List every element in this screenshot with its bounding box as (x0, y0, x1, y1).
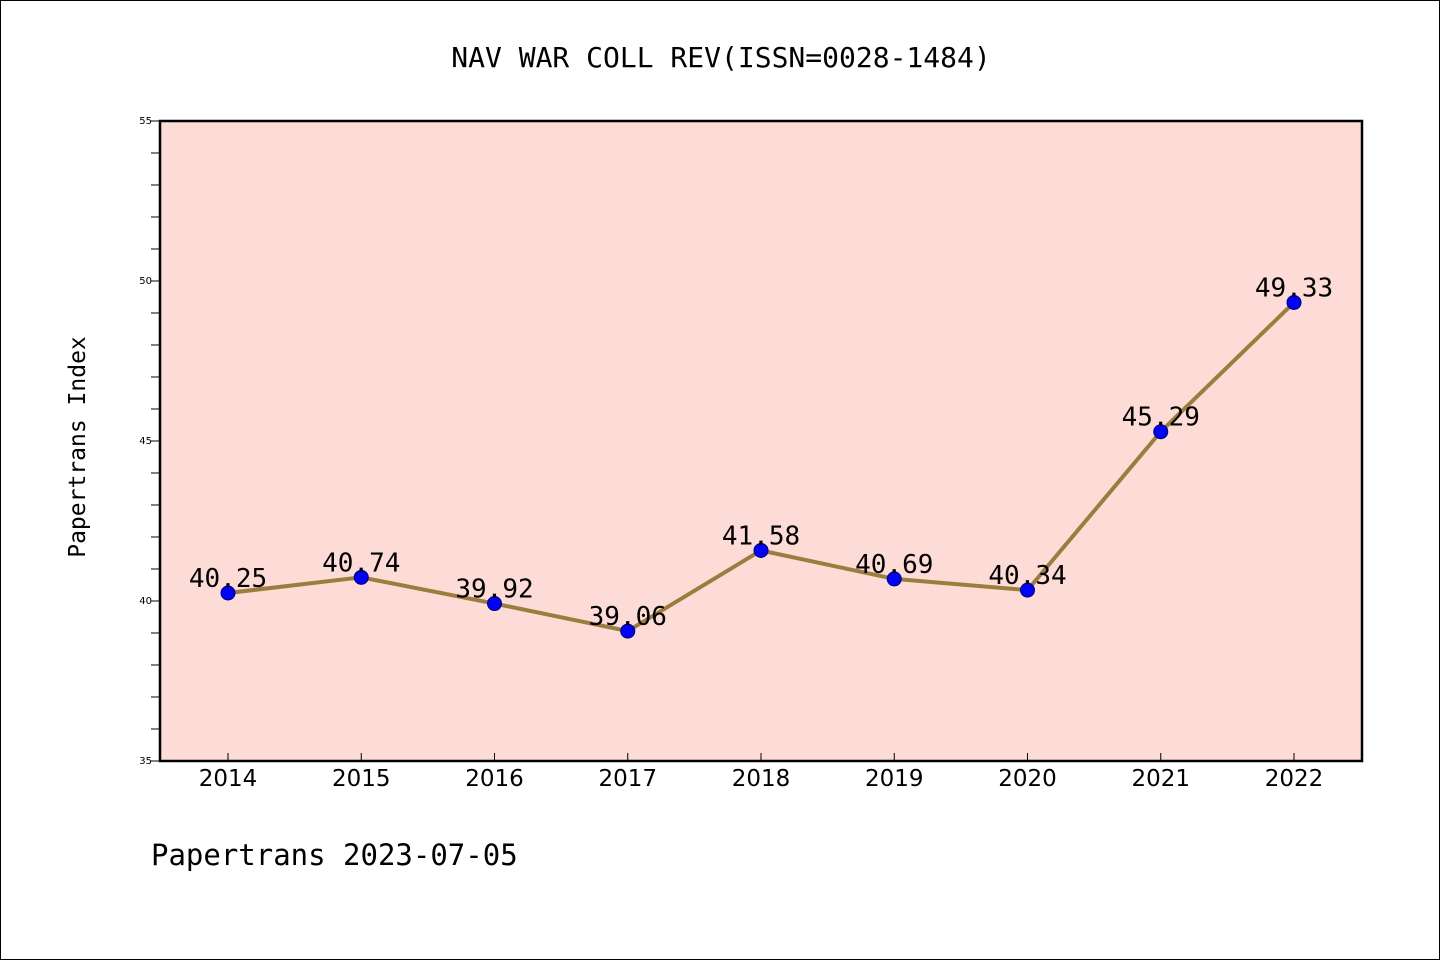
data-point (487, 596, 502, 612)
data-point (1286, 294, 1302, 310)
chart-title: NAV WAR COLL REV(ISSN=0028-1484) (451, 41, 990, 74)
x-axis: 2014 2015 2016 2017 2018 2019 2020 2021 2022 (199, 753, 1324, 792)
y-tick-label: 35 (139, 756, 152, 767)
data-label: 45.29 (1122, 403, 1200, 433)
y-tick-label: 45 (139, 436, 152, 447)
x-tick-label: 2014 (199, 766, 258, 792)
data-points (220, 294, 1302, 639)
data-label: 39.92 (455, 575, 533, 605)
plot-area (158, 119, 1364, 763)
x-tick-label: 2016 (465, 766, 524, 792)
data-label: 49.33 (1255, 273, 1333, 303)
x-tick-label: 2017 (598, 766, 657, 792)
y-tick-label: 50 (139, 276, 152, 287)
x-tick-label: 2022 (1265, 766, 1324, 792)
x-tick-label: 2021 (1131, 766, 1190, 792)
data-label: 41.58 (722, 521, 800, 551)
data-point (753, 542, 769, 558)
data-label: 40.34 (988, 561, 1066, 591)
x-tick-label: 2018 (732, 766, 791, 792)
data-label: 40.25 (189, 564, 267, 594)
data-point (1153, 424, 1169, 440)
data-label: 40.69 (855, 550, 933, 580)
footer-text: Papertrans 2023-07-05 (151, 838, 518, 872)
data-label: 40.74 (322, 548, 400, 578)
data-labels: 40.25 40.74 39.92 39.06 41.58 40.69 40.34 45.29… (189, 273, 1333, 632)
x-tick-label: 2020 (998, 766, 1057, 792)
x-tick-label: 2015 (332, 766, 391, 792)
data-point (220, 585, 236, 601)
data-point (353, 569, 369, 585)
data-point (886, 571, 902, 587)
data-label: 39.06 (589, 602, 667, 632)
x-tick-label: 2019 (865, 766, 924, 792)
data-point (620, 623, 636, 639)
y-axis-label: Papertrans Index (65, 336, 91, 558)
data-point (1020, 582, 1035, 598)
y-tick-label: 40 (139, 596, 152, 607)
y-tick-label: 55 (139, 116, 152, 127)
y-axis: 35 40 45 50 55 (139, 116, 160, 767)
